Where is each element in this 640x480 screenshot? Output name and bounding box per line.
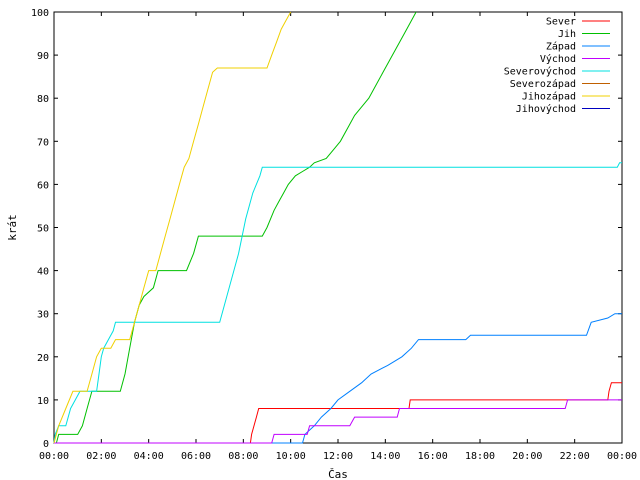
y-tick-label: 90 — [37, 51, 49, 62]
x-tick-label: 02:00 — [86, 451, 116, 462]
y-tick-label: 40 — [37, 267, 49, 278]
y-tick-label: 50 — [37, 224, 49, 235]
series-line-4 — [53, 162, 622, 444]
y-axis-label: krát — [6, 214, 19, 241]
legend-label: Jihozápad — [522, 91, 576, 103]
y-tick-label: 80 — [37, 94, 49, 105]
series-line-2 — [54, 313, 622, 444]
legend: SeverJihZápadVýchodSeverovýchodSeverozáp… — [504, 17, 610, 115]
y-tick-label: 0 — [43, 439, 49, 450]
y-tick-label: 70 — [37, 137, 49, 148]
y-tick-label: 10 — [37, 396, 49, 407]
x-tick-label: 20:00 — [512, 451, 542, 462]
legend-label: Severovýchod — [504, 66, 576, 78]
legend-label: Východ — [540, 53, 576, 65]
x-tick-label: 08:00 — [228, 451, 258, 462]
series-lines — [53, 11, 622, 444]
legend-label: Západ — [546, 41, 576, 53]
series-line-0 — [54, 382, 622, 444]
x-tick-label: 06:00 — [181, 451, 211, 462]
y-tick-label: 60 — [37, 180, 49, 191]
x-axis-label: Čas — [328, 468, 348, 480]
y-tick-label: 20 — [37, 353, 49, 364]
x-tick-label: 14:00 — [370, 451, 400, 462]
x-tick-label: 00:00 — [39, 451, 69, 462]
x-tick-label: 04:00 — [134, 451, 164, 462]
x-tick-label: 10:00 — [276, 451, 306, 462]
series-line-6 — [53, 11, 292, 444]
x-tick-label: 22:00 — [560, 451, 590, 462]
x-tick-label: 00:00 — [607, 451, 637, 462]
legend-label: Sever — [546, 17, 576, 28]
x-tick-label: 12:00 — [323, 451, 353, 462]
x-axis: 00:00 02:00 04:00 06:00 08:00 10:00 12:00 14:00… — [39, 12, 637, 462]
series-line-3 — [54, 399, 622, 444]
y-tick-label: 100 — [31, 8, 49, 19]
legend-label: Jih — [558, 29, 576, 40]
legend-label: Severozápad — [510, 78, 576, 90]
x-tick-label: 16:00 — [418, 451, 448, 462]
x-tick-label: 18:00 — [465, 451, 495, 462]
legend-label: Jihovýchod — [516, 103, 576, 115]
series-line-1 — [54, 11, 417, 444]
y-tick-label: 30 — [37, 310, 49, 321]
